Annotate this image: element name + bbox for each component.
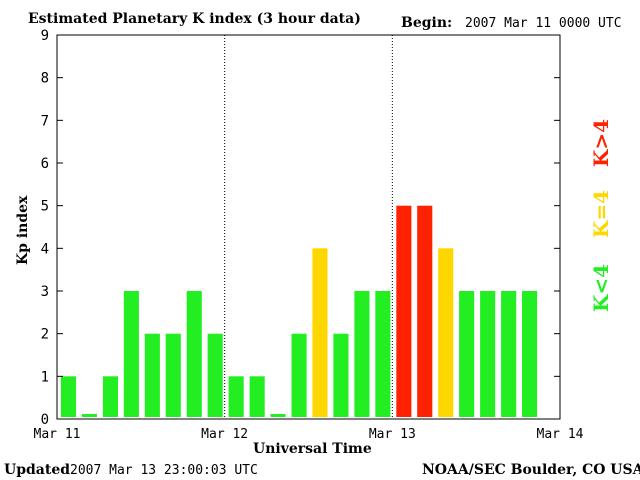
- kp-bar: [165, 333, 181, 417]
- begin-value: 2007 Mar 11 0000 UTC: [465, 16, 622, 31]
- y-ticks-group: 0 1 2 3 4 5 6 7 8 9: [41, 28, 560, 428]
- kp-bar: [396, 205, 412, 417]
- kp-bar: [417, 205, 433, 417]
- kp-bar: [312, 248, 328, 417]
- updated-label: Updated: [4, 462, 70, 478]
- begin-label: Begin:: [401, 15, 452, 31]
- x-tick-label: Mar 11: [34, 427, 81, 442]
- bars-group: [60, 205, 538, 417]
- y-tick-label: 4: [41, 241, 49, 257]
- plot-border: [56, 34, 561, 420]
- y-tick-label: 6: [41, 156, 49, 172]
- kp-bar: [186, 291, 202, 417]
- legend-low: K<4: [589, 264, 613, 312]
- kp-bar: [102, 376, 118, 417]
- kp-bar: [291, 333, 307, 417]
- kp-bar: [375, 291, 391, 417]
- kp-bar: [228, 376, 244, 417]
- kp-bar: [60, 376, 76, 417]
- kp-bar: [354, 291, 370, 417]
- y-tick-label: 9: [41, 28, 49, 44]
- source-credit: NOAA/SEC Boulder, CO USA: [422, 462, 640, 478]
- legend-high: K>4: [589, 119, 613, 167]
- kp-bar: [207, 333, 223, 417]
- kp-bar: [123, 291, 139, 417]
- kp-bar: [333, 333, 349, 417]
- y-tick-label: 7: [41, 113, 49, 129]
- x-axis-label: Universal Time: [253, 441, 372, 457]
- y-tick-label: 1: [41, 369, 49, 385]
- kp-bar: [144, 333, 160, 417]
- kp-bar: [249, 376, 265, 417]
- chart-title: Estimated Planetary K index (3 hour data…: [28, 11, 361, 27]
- plot-frame: [56, 34, 561, 420]
- y-tick-label: 2: [41, 327, 49, 343]
- kp-bar: [81, 414, 97, 417]
- y-axis-label: Kp index: [15, 195, 31, 265]
- legend-mid: K=4: [589, 190, 613, 238]
- x-tick-label: Mar 12: [201, 427, 248, 442]
- kp-bar: [270, 414, 286, 417]
- kp-bar: [459, 291, 475, 417]
- x-tick-label: Mar 13: [369, 427, 416, 442]
- y-tick-label: 5: [41, 199, 49, 215]
- kp-bar: [522, 291, 538, 417]
- updated-value: 2007 Mar 13 23:00:03 UTC: [70, 463, 258, 478]
- y-tick-label: 0: [41, 412, 49, 428]
- y-tick-label: 8: [41, 71, 49, 87]
- x-ticks-group: Mar 11 Mar 12 Mar 13 Mar 14: [34, 427, 584, 442]
- kp-bar: [501, 291, 517, 417]
- y-tick-label: 3: [41, 284, 49, 300]
- x-tick-label: Mar 14: [537, 427, 584, 442]
- kp-bar: [438, 248, 454, 417]
- kp-bar: [480, 291, 496, 417]
